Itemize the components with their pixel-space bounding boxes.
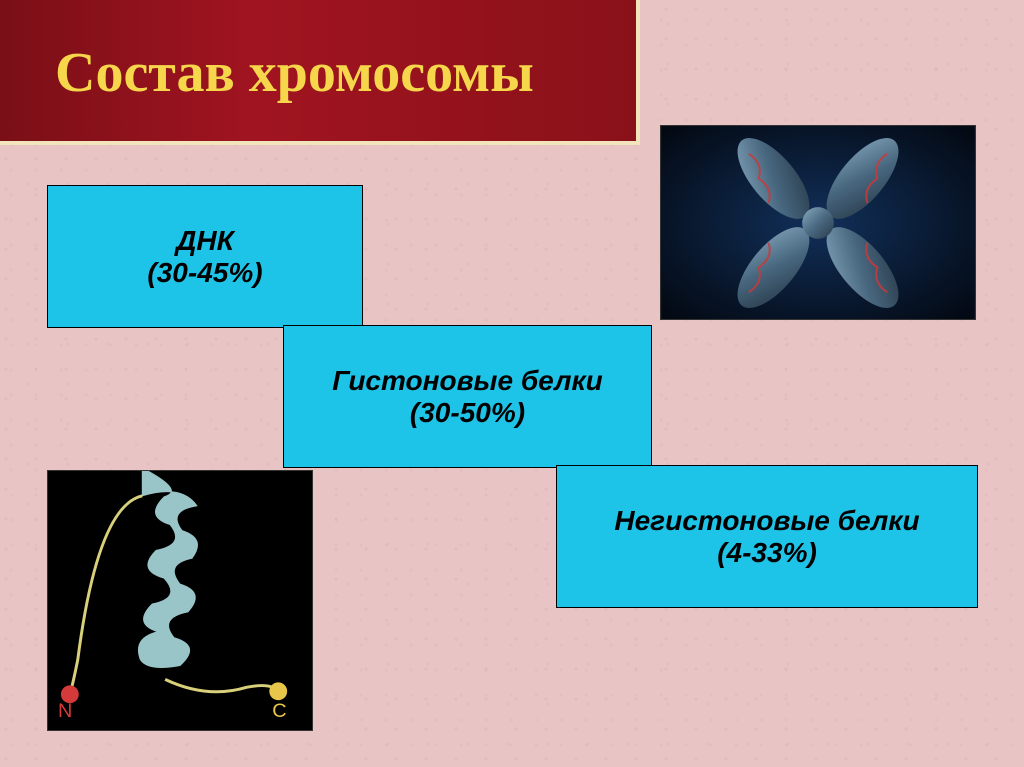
histone-label: Гистоновые белки [332,365,603,397]
dna-percent: (30-45%) [147,257,262,289]
slide-title: Состав хромосомы [55,41,534,105]
c-terminus-label: C [272,700,286,722]
protein-structure-image: N C [47,470,313,731]
nonhistone-composition-box: Негистоновые белки (4-33%) [556,465,978,608]
dna-composition-box: ДНК (30-45%) [47,185,363,328]
histone-percent: (30-50%) [410,397,525,429]
n-terminus-label: N [58,700,72,722]
nonhistone-label: Негистоновые белки [614,505,919,537]
chromosome-image [660,125,976,320]
protein-ribbon-icon: N C [48,471,312,730]
histone-composition-box: Гистоновые белки (30-50%) [283,325,652,468]
nonhistone-percent: (4-33%) [717,537,817,569]
chromosome-x-icon [661,126,975,319]
title-bar: Состав хромосомы [0,0,640,145]
dna-label: ДНК [176,225,234,257]
